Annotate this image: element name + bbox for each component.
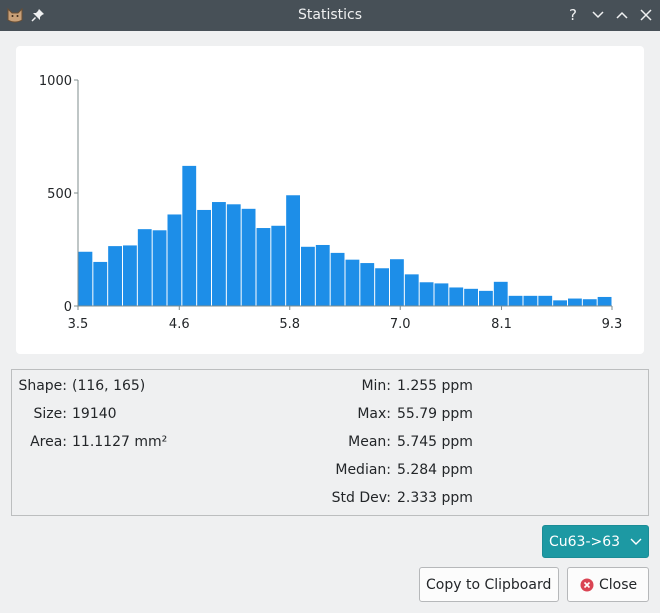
copy-button-label: Copy to Clipboard [426, 577, 552, 593]
minimize-icon[interactable] [589, 6, 607, 24]
histogram-bar [152, 230, 167, 306]
close-icon [580, 578, 594, 592]
close-button-label: Close [599, 577, 638, 593]
histogram-bar [167, 214, 182, 306]
x-tick-label: 7.0 [390, 317, 411, 332]
stddev-value: 2.333 ppm [397, 490, 473, 506]
median-value: 5.284 ppm [397, 462, 473, 478]
statistics-frame: Shape: (116, 165) Size: 19140 Area: 11.1… [11, 369, 649, 516]
title-bar: Statistics ? [0, 0, 660, 31]
maximize-icon[interactable] [613, 6, 631, 24]
x-tick-label: 8.1 [491, 317, 512, 332]
histogram-bar [330, 252, 345, 306]
histogram-panel: 0 500 1000 3.5 4.6 5.8 7.0 8.1 9.3 [16, 46, 644, 354]
histogram-bar [464, 288, 478, 306]
histogram-bar [493, 281, 508, 306]
window-title: Statistics [298, 7, 362, 23]
min-label: Min: [361, 378, 391, 394]
histogram-bar [241, 208, 256, 306]
chevron-down-icon [630, 538, 642, 545]
histogram-bar [212, 202, 226, 306]
histogram-bar [137, 229, 152, 306]
stddev-label: Std Dev: [331, 490, 391, 506]
histogram-bar [360, 263, 375, 306]
histogram-chart: 0 500 1000 3.5 4.6 5.8 7.0 8.1 9.3 [39, 74, 623, 332]
x-tick-label: 4.6 [169, 317, 190, 332]
histogram-bar [582, 299, 597, 306]
histogram-bar [508, 295, 523, 306]
histogram-bar [93, 261, 108, 306]
app-cat-icon [7, 7, 23, 23]
histogram-bar [404, 274, 419, 306]
pin-icon[interactable] [31, 8, 45, 22]
histogram-bar [271, 225, 286, 306]
histogram-bar [419, 282, 434, 306]
histogram-bar [123, 245, 137, 306]
histogram-bar [597, 296, 612, 306]
isotope-select[interactable]: Cu63->63 [542, 525, 649, 558]
x-tick-label: 5.8 [279, 317, 300, 332]
min-value: 1.255 ppm [397, 378, 473, 394]
close-window-icon[interactable] [637, 6, 655, 24]
histogram-bar [78, 251, 93, 306]
histogram-bar [197, 209, 211, 306]
mean-value: 5.745 ppm [397, 434, 473, 450]
x-tick-label: 3.5 [68, 317, 89, 332]
histogram-bar [523, 295, 538, 306]
histogram-bar [301, 246, 315, 306]
y-tick-label: 0 [64, 300, 72, 315]
shape-value: (116, 165) [72, 378, 146, 394]
histogram-bar [345, 259, 360, 306]
histogram-bar [375, 268, 389, 306]
max-value: 55.79 ppm [397, 406, 473, 422]
histogram-bar [434, 283, 449, 306]
x-tick-label: 9.3 [602, 317, 623, 332]
histogram-bar [390, 259, 404, 306]
histogram-bar [286, 195, 300, 306]
histogram-bar [479, 290, 493, 306]
histogram-bar [182, 165, 197, 306]
isotope-select-value: Cu63->63 [549, 534, 621, 550]
histogram-bar [256, 228, 271, 306]
copy-to-clipboard-button[interactable]: Copy to Clipboard [419, 567, 559, 602]
mean-label: Mean: [348, 434, 391, 450]
shape-label: Shape: [18, 378, 67, 394]
histogram-bar [538, 295, 553, 306]
area-value: 11.1127 mm² [72, 434, 168, 450]
median-label: Median: [335, 462, 391, 478]
help-button[interactable]: ? [566, 6, 584, 24]
histogram-bar [226, 204, 241, 306]
histogram-bar [553, 300, 567, 306]
histogram-bar [449, 287, 464, 306]
histogram-bar [108, 246, 122, 306]
size-value: 19140 [72, 406, 117, 422]
help-icon: ? [569, 6, 577, 24]
y-tick-label: 500 [47, 187, 72, 202]
histogram-bar [315, 244, 330, 306]
max-label: Max: [357, 406, 391, 422]
close-button[interactable]: Close [567, 567, 649, 602]
area-label: Area: [30, 434, 67, 450]
size-label: Size: [33, 406, 67, 422]
histogram-bar [568, 298, 582, 306]
y-tick-label: 1000 [39, 74, 72, 89]
